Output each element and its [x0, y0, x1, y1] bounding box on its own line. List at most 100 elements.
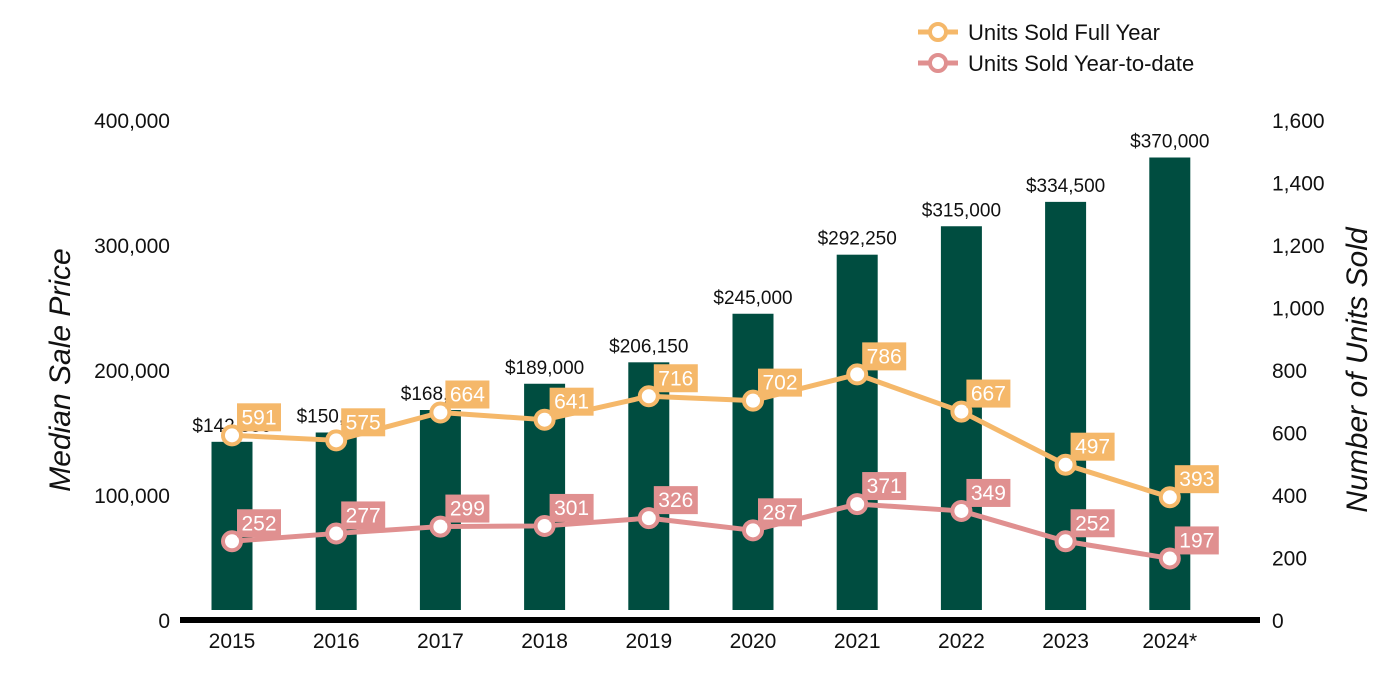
marker-full-year	[950, 400, 973, 423]
y-tick-label: 100,000	[94, 485, 170, 508]
bar-value-label: $315,000	[922, 200, 1001, 221]
marker-ytd	[1054, 530, 1077, 553]
line-full-year	[231, 371, 1171, 500]
data-label-box-full-year	[1070, 432, 1115, 461]
x-tick-label: 2023	[1042, 630, 1089, 653]
x-tick-label: 2018	[521, 630, 568, 653]
data-label-box-ytd	[653, 486, 698, 515]
marker-ytd	[950, 499, 973, 522]
data-label-box-ytd	[758, 498, 802, 527]
data-label-box-ytd	[862, 472, 907, 501]
data-label-box-full-year	[445, 380, 490, 409]
data-label-full-year: 497	[1075, 436, 1110, 459]
bar-value-label: $292,250	[818, 229, 897, 250]
bar-2020	[732, 313, 774, 610]
lines-layer: 591 575 664 641 716 702 786 667 497 393 252 277 299 3…	[221, 342, 1219, 570]
y2-tick-label: 600	[1272, 423, 1307, 446]
x-tick-label: 2024*	[1142, 630, 1197, 653]
data-label-ytd: 301	[554, 497, 589, 520]
bar-2021	[836, 254, 878, 610]
marker-ytd	[637, 507, 660, 530]
y-tick-label: 400,000	[94, 110, 170, 133]
data-label-full-year: 667	[971, 383, 1006, 406]
y2-tick-label: 1,200	[1272, 235, 1325, 258]
x-tick-label: 2022	[938, 630, 985, 653]
data-label-ytd: 299	[450, 498, 485, 521]
y-axis-title: Median Sale Price	[44, 248, 77, 491]
data-label-ytd: 252	[1075, 512, 1110, 535]
x-tick-label: 2021	[834, 630, 881, 653]
marker-ytd	[533, 514, 556, 537]
y-tick-label: 200,000	[94, 360, 170, 383]
marker-full-year	[742, 389, 764, 412]
data-label-full-year: 641	[554, 391, 589, 414]
y2-tick-label: 1,000	[1272, 298, 1325, 321]
data-label-ytd: 197	[1179, 529, 1214, 552]
data-label-full-year: 786	[867, 345, 902, 368]
y2-tick-label: 400	[1272, 485, 1307, 508]
marker-full-year	[1054, 453, 1077, 476]
marker-ytd	[429, 515, 452, 538]
marker-ytd	[846, 493, 869, 516]
y2-tick-label: 1,600	[1272, 110, 1325, 133]
bar-value-label: $334,500	[1026, 176, 1105, 197]
data-label-box-full-year	[341, 408, 386, 437]
legend-swatch-marker	[928, 22, 948, 42]
data-label-full-year: 702	[762, 372, 797, 395]
legend-swatch-marker	[928, 53, 948, 73]
line-ytd	[231, 501, 1171, 561]
marker-full-year	[533, 408, 556, 431]
data-label-box-ytd	[445, 494, 490, 523]
data-label-box-full-year	[1174, 465, 1219, 494]
data-label-ytd: 252	[241, 512, 276, 535]
marker-full-year	[846, 363, 869, 386]
y-tick-label: 0	[158, 610, 170, 633]
data-label-box-full-year	[653, 364, 698, 393]
data-label-full-year: 393	[1179, 468, 1214, 491]
legend: Units Sold Full Year Units Sold Year-to-d…	[918, 20, 1194, 76]
data-label-box-full-year	[862, 342, 907, 371]
x-tick-label: 2016	[313, 630, 360, 653]
bar-value-label: $245,000	[713, 288, 792, 309]
y2-tick-label: 0	[1272, 610, 1284, 633]
data-label-box-ytd	[237, 509, 281, 538]
marker-ytd	[742, 519, 764, 542]
marker-full-year	[1158, 486, 1181, 509]
legend-label: Units Sold Year-to-date	[968, 51, 1194, 76]
data-label-box-full-year	[758, 368, 802, 397]
bar-value-label: $206,150	[609, 336, 688, 357]
legend-label: Units Sold Full Year	[968, 20, 1160, 45]
data-label-box-ytd	[341, 501, 386, 530]
y2-tick-label: 1,400	[1272, 173, 1325, 196]
bar-value-label: $189,000	[505, 358, 584, 379]
data-label-full-year: 575	[346, 411, 381, 434]
data-label-box-full-year	[549, 387, 594, 416]
marker-ytd	[325, 522, 348, 545]
data-label-ytd: 349	[971, 482, 1006, 505]
data-label-full-year: 664	[450, 384, 485, 407]
marker-full-year	[429, 401, 452, 424]
x-tick-label: 2017	[417, 630, 464, 653]
y2-axis-title: Number of Units Sold	[1341, 226, 1374, 512]
data-label-box-ytd	[1174, 526, 1219, 555]
marker-full-year	[221, 424, 243, 447]
x-tick-label: 2020	[730, 630, 777, 653]
x-tick-label: 2019	[625, 630, 672, 653]
data-label-box-ytd	[1070, 509, 1115, 538]
data-label-ytd: 277	[346, 504, 381, 527]
data-label-box-full-year	[237, 403, 281, 432]
data-label-full-year: 716	[658, 367, 693, 390]
x-tick-label: 2015	[209, 630, 256, 653]
y2-tick-label: 800	[1272, 360, 1307, 383]
marker-full-year	[637, 385, 660, 408]
data-label-box-ytd	[549, 493, 594, 522]
marker-full-year	[325, 429, 348, 452]
marker-ytd	[221, 530, 243, 553]
data-label-box-full-year	[966, 379, 1011, 408]
data-label-box-ytd	[966, 478, 1011, 507]
marker-ytd	[1158, 547, 1181, 570]
data-label-ytd: 326	[658, 489, 693, 512]
bar-value-label: $370,000	[1130, 132, 1209, 153]
y-tick-label: 300,000	[94, 235, 170, 258]
